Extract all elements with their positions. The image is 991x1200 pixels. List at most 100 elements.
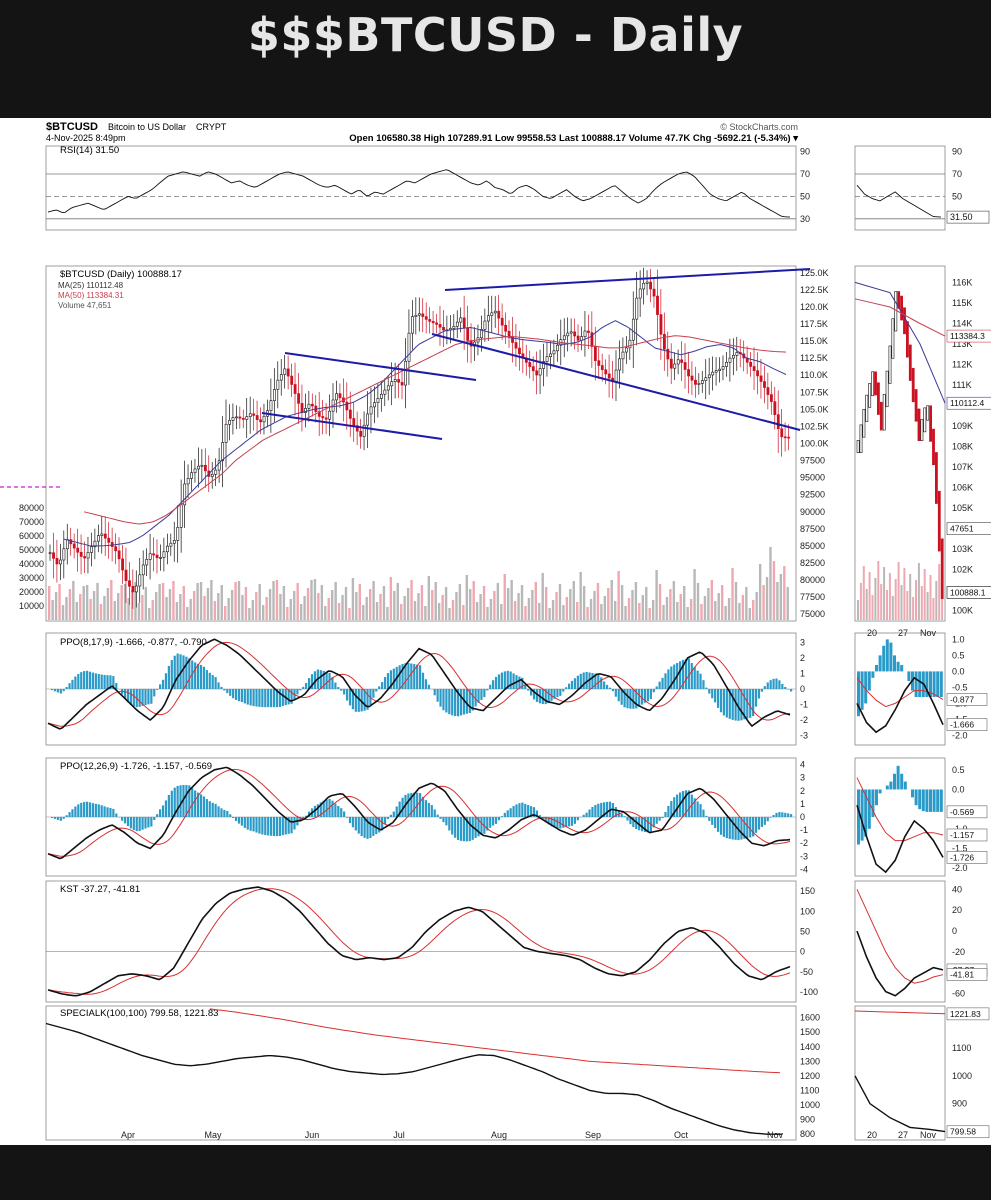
histogram-bar	[600, 677, 603, 689]
histogram-bar	[287, 689, 290, 705]
histogram-bar	[541, 689, 544, 705]
histogram-bar	[702, 680, 705, 689]
candle-body	[76, 547, 80, 553]
candle-body	[676, 359, 680, 365]
histogram-bar	[129, 817, 132, 829]
candle-body	[55, 558, 59, 565]
volume-bar	[641, 595, 644, 620]
histogram-bar	[532, 689, 536, 700]
histogram-bar	[234, 689, 238, 701]
volume-y-tick: 70000	[19, 517, 44, 527]
volume-bar	[123, 584, 127, 620]
histogram-bar	[611, 689, 615, 692]
zoom-ma25-line	[854, 281, 946, 404]
histogram-bar	[249, 817, 252, 831]
zoom-indicator-line	[856, 676, 944, 734]
candle-body	[638, 288, 642, 299]
histogram-bar	[56, 817, 59, 820]
volume-bar	[779, 574, 783, 620]
trendline	[444, 268, 811, 291]
histogram-bar	[518, 803, 521, 817]
histogram-bar	[530, 689, 533, 696]
histogram-bar	[538, 815, 541, 817]
chart-datetime: 4-Nov-2025 8:49pm	[46, 133, 126, 143]
volume-bar	[486, 607, 489, 620]
histogram-bar	[567, 817, 571, 827]
histogram-bar	[74, 806, 77, 817]
histogram-bar	[208, 672, 211, 689]
zoom-value-label: -1.666	[950, 720, 974, 730]
histogram-bar	[74, 676, 77, 689]
histogram-bar	[337, 687, 340, 689]
specialk-y-tick: 1400	[800, 1042, 820, 1052]
volume-bar	[724, 606, 727, 620]
zoom-histogram-bar	[896, 765, 900, 790]
candle-body	[52, 552, 55, 559]
zoom-volume-bar	[909, 574, 912, 620]
histogram-bar	[421, 796, 425, 817]
specialk-zoom-signal-line	[854, 1010, 946, 1015]
zoom-candle	[882, 394, 886, 431]
histogram-bar	[635, 689, 638, 709]
zoom-histogram-bar	[921, 789, 925, 812]
volume-bar	[538, 603, 541, 620]
histogram-bar	[372, 689, 375, 698]
histogram-bar	[83, 671, 86, 689]
histogram-bar	[392, 668, 395, 689]
histogram-bar	[705, 687, 708, 689]
zoom-ma50-line	[854, 298, 946, 337]
zoom-value-label: -41.81	[950, 970, 974, 980]
quote-line: Open 106580.38 High 107289.91 Low 99558.…	[349, 133, 799, 144]
histogram-bar	[760, 689, 763, 692]
candle-body	[621, 351, 625, 360]
histogram-bar	[591, 673, 594, 689]
zoom-x-tick-label: Nov	[920, 628, 937, 638]
volume-bar	[686, 607, 689, 620]
histogram-bar	[509, 671, 512, 689]
zoom-panel-frame	[854, 145, 946, 231]
histogram-bar	[310, 674, 314, 689]
histogram-bar	[544, 689, 547, 705]
histogram-bar	[722, 817, 726, 837]
candle-body	[376, 398, 380, 403]
zoom-x-tick-label: 20	[867, 1130, 877, 1140]
histogram-bar	[401, 797, 404, 817]
histogram-bar	[492, 817, 495, 826]
histogram-bar	[521, 677, 524, 689]
histogram-bar	[746, 689, 749, 719]
zoom-candle	[920, 419, 924, 442]
candle-body	[776, 414, 780, 429]
candle-body	[166, 545, 169, 553]
candle-body	[652, 288, 656, 297]
candle-body	[480, 329, 483, 339]
volume-bar	[330, 590, 334, 620]
histogram-bar	[275, 817, 279, 837]
histogram-bar	[159, 684, 162, 689]
candle-body	[124, 569, 128, 581]
zoom-y-tick: -1.5	[952, 843, 968, 853]
price-y-tick: 97500	[800, 456, 825, 466]
ppo1-panel: 3210-1-2-31.00.50.0-0.5-1.0-1.5-2.0-0.87…	[46, 634, 988, 741]
trendline	[261, 412, 443, 440]
candle-body	[763, 381, 766, 388]
chart-name: Bitcoin to US Dollar	[108, 122, 186, 132]
histogram-bar	[667, 805, 670, 817]
zoom-y-tick: 0.5	[952, 650, 965, 660]
specialk-y-tick: 1300	[800, 1056, 820, 1066]
histogram-bar	[632, 689, 635, 709]
histogram-bar	[772, 814, 775, 817]
volume-bar	[427, 576, 431, 620]
volume-y-tick: 80000	[19, 503, 44, 513]
candle-body	[404, 360, 407, 386]
candle-body	[659, 314, 663, 335]
zoom-volume-bar	[862, 566, 865, 620]
specialk-y-tick: 1100	[800, 1085, 819, 1095]
histogram-bar	[585, 671, 588, 689]
histogram-bar	[267, 689, 270, 708]
histogram-bar	[579, 673, 582, 689]
histogram-bar	[398, 665, 401, 689]
price-y-tick: 120.0K	[800, 302, 829, 312]
histogram-bar	[419, 793, 422, 817]
candle-body	[690, 375, 694, 381]
volume-bar	[524, 606, 527, 620]
